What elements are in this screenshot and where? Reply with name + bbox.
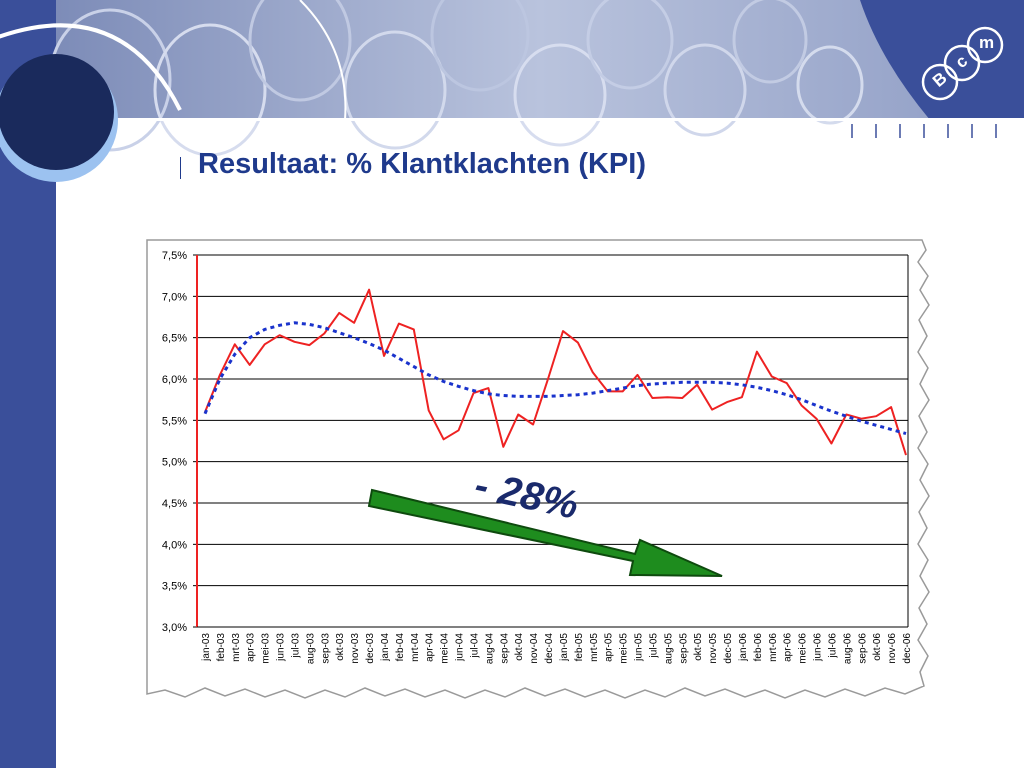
deco-circle-arc-2 [299, 0, 347, 121]
x-tick-label: aug-04 [484, 633, 495, 665]
y-tick-label: 5,0% [162, 457, 187, 469]
x-tick-label: mei-03 [261, 633, 272, 664]
y-tick-label: 7,0% [162, 291, 187, 303]
x-tick-label: mei-06 [798, 633, 809, 664]
x-tick-label: apr-06 [783, 633, 794, 662]
x-tick-label: jul-03 [290, 633, 301, 659]
header-ticks [851, 124, 997, 138]
chart-series [203, 288, 907, 456]
x-tick-label: apr-05 [604, 633, 615, 662]
x-tick-label: jan-05 [559, 633, 570, 662]
logo [921, 26, 1004, 101]
header-swoosh [860, 0, 1024, 120]
y-tick-label: 3,0% [162, 622, 187, 634]
y-tick-label: 3,5% [162, 581, 187, 593]
y-tick-label: 6,5% [162, 333, 187, 345]
x-tick-label: aug-05 [663, 633, 674, 665]
y-tick-label: 5,5% [162, 415, 187, 427]
y-tick-label: 4,0% [162, 539, 187, 551]
x-tick-label: jul-05 [648, 633, 659, 659]
x-tick-label: nov-04 [529, 633, 540, 664]
x-tick-label: okt-06 [872, 633, 883, 661]
y-tick-label: 7,5% [162, 250, 187, 262]
x-tick-label: mrt-03 [231, 633, 242, 662]
deco-circle-arc [0, 23, 182, 111]
x-tick-label: okt-05 [693, 633, 704, 661]
x-tick-label: jun-05 [634, 633, 645, 662]
x-tick-label: sep-03 [320, 633, 331, 664]
x-tick-label: sep-05 [678, 633, 689, 664]
title-marker [180, 157, 181, 179]
x-tick-label: dec-03 [365, 633, 376, 664]
logo-circle-2 [943, 44, 981, 82]
decrease-arrow [367, 488, 723, 577]
x-tick-label: dec-04 [544, 633, 555, 664]
x-tick-label: okt-04 [514, 633, 525, 661]
chart-paper [146, 239, 930, 699]
x-tick-label: sep-06 [857, 633, 868, 664]
x-tick-label: okt-03 [335, 633, 346, 661]
x-tick-label: jun-03 [276, 633, 287, 662]
x-tick-label: nov-03 [350, 633, 361, 664]
x-tick-label: feb-06 [753, 633, 764, 662]
x-tick-label: feb-03 [216, 633, 227, 662]
x-tick-label: mrt-06 [768, 633, 779, 662]
chart-gridlines [197, 254, 908, 587]
x-tick-label: mrt-04 [410, 633, 421, 662]
x-tick-label: aug-03 [305, 633, 316, 665]
x-tick-label: jul-04 [469, 633, 480, 659]
x-tick-label: aug-06 [842, 633, 853, 665]
x-tick-label: jan-03 [201, 633, 212, 662]
x-tick-label: nov-06 [887, 633, 898, 664]
logo-circle-1 [966, 26, 1004, 64]
x-tick-label: apr-04 [425, 633, 436, 662]
slide-title: Resultaat: % Klantklachten (KPI) [198, 148, 646, 180]
x-tick-label: jan-06 [738, 633, 749, 662]
x-tick-label: dec-06 [902, 633, 913, 664]
x-tick-label: sep-04 [499, 633, 510, 664]
x-axis-tick-labels: jan-03 feb-03 mrt-03 apr-03 mei-03 jun-03 jul-… [201, 633, 913, 665]
x-tick-label: nov-05 [708, 633, 719, 664]
y-tick-label: 4,5% [162, 498, 187, 510]
actual-series-line [204, 288, 907, 456]
x-tick-label: feb-04 [395, 633, 406, 662]
chart-axes [193, 254, 909, 628]
header-divider [56, 118, 1024, 121]
logo-circle-3 [921, 63, 959, 101]
x-tick-label: feb-05 [574, 633, 585, 662]
logo-letter-m: m [979, 33, 995, 52]
x-tick-label: mei-05 [619, 633, 630, 664]
header-photo-band [56, 0, 1024, 120]
y-tick-label: 6,0% [162, 374, 187, 386]
y-axis-tick-labels: 3,0% 3,5% 4,0% 4,5% 5,0% 5,5% 6,0% 6,5% 7,0% 7,5% [162, 250, 187, 634]
x-tick-label: apr-03 [246, 633, 257, 662]
x-tick-label: jun-04 [455, 633, 466, 662]
x-tick-label: mei-04 [440, 633, 451, 664]
x-tick-label: dec-05 [723, 633, 734, 664]
trend-series-line [203, 321, 907, 436]
x-tick-label: jan-04 [380, 633, 391, 662]
x-tick-label: mrt-05 [589, 633, 600, 662]
deco-circle-navy [0, 54, 114, 170]
x-tick-label: jul-06 [827, 633, 838, 659]
x-tick-label: jun-06 [813, 633, 824, 662]
